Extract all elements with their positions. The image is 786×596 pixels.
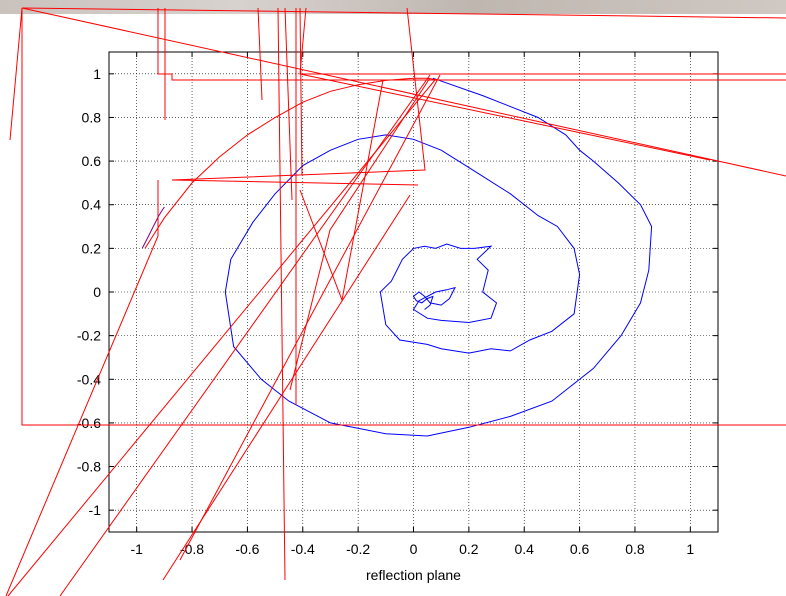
overlay-stroke [21, 8, 786, 426]
overlay-stroke [299, 73, 711, 161]
overlay-stroke [257, 7, 263, 101]
overlay-stroke [179, 74, 441, 561]
y-tick-labels: 1 0.8 0.6 0.4 0.2 0 -0.2 -0.4 -0.6 -0.8 -1 [77, 66, 101, 518]
x-tick-labels: -1 -0.8 -0.6 -0.4 -0.2 0 0.2 0.4 0.6 0.8 1 [130, 541, 694, 557]
y-tick-label: -0.4 [77, 371, 101, 387]
y-tick-label: -0.2 [77, 328, 101, 344]
series-layer [141, 77, 653, 437]
x-axis-label: reflection plane [366, 567, 461, 583]
overlay-stroke [157, 8, 786, 81]
x-tick-label: -0.6 [235, 541, 259, 557]
y-tick-label: -1 [89, 502, 102, 518]
y-tick-label: 0.8 [82, 109, 102, 125]
y-tick-label: 0 [93, 284, 101, 300]
overlay-stroke [284, 7, 293, 201]
series-line-1 [144, 77, 442, 249]
y-tick-label: 1 [93, 66, 101, 82]
overlay-stroke [21, 7, 786, 177]
x-tick-label: 0.8 [625, 541, 645, 557]
x-tick-label: 0.2 [459, 541, 479, 557]
y-tick-label: 0.2 [82, 240, 102, 256]
y-tick-label: -0.8 [77, 459, 101, 475]
x-tick-label: -0.4 [291, 541, 315, 557]
overlay-stroke [277, 7, 286, 581]
series-line-0 [224, 77, 653, 437]
x-tick-label: 0.6 [570, 541, 590, 557]
grid-lines [109, 52, 718, 532]
y-tick-label: -0.6 [77, 415, 101, 431]
overlay-stroke [21, 7, 786, 19]
overlay-stroke [299, 7, 786, 75]
overlay-stroke [299, 79, 384, 302]
overlay-stroke [289, 77, 431, 391]
overlay-stroke [5, 180, 159, 596]
overlay-stroke [299, 7, 303, 176]
x-tick-label: 0 [410, 541, 418, 557]
overlay-stroke [7, 79, 436, 596]
x-tick-label: -0.8 [180, 541, 204, 557]
x-tick-label: -1 [130, 541, 143, 557]
series-line-2 [141, 206, 165, 249]
x-tick-label: -0.2 [346, 541, 370, 557]
x-tick-label: 0.4 [514, 541, 534, 557]
overlay-stroke [59, 74, 431, 596]
overlay-stroke [9, 7, 23, 141]
y-tick-label: 0.6 [82, 153, 102, 169]
overlay-stroke [171, 7, 426, 186]
x-tick-label: 1 [686, 541, 694, 557]
overlay-lines [5, 7, 786, 596]
y-tick-label: 0.4 [82, 197, 102, 213]
